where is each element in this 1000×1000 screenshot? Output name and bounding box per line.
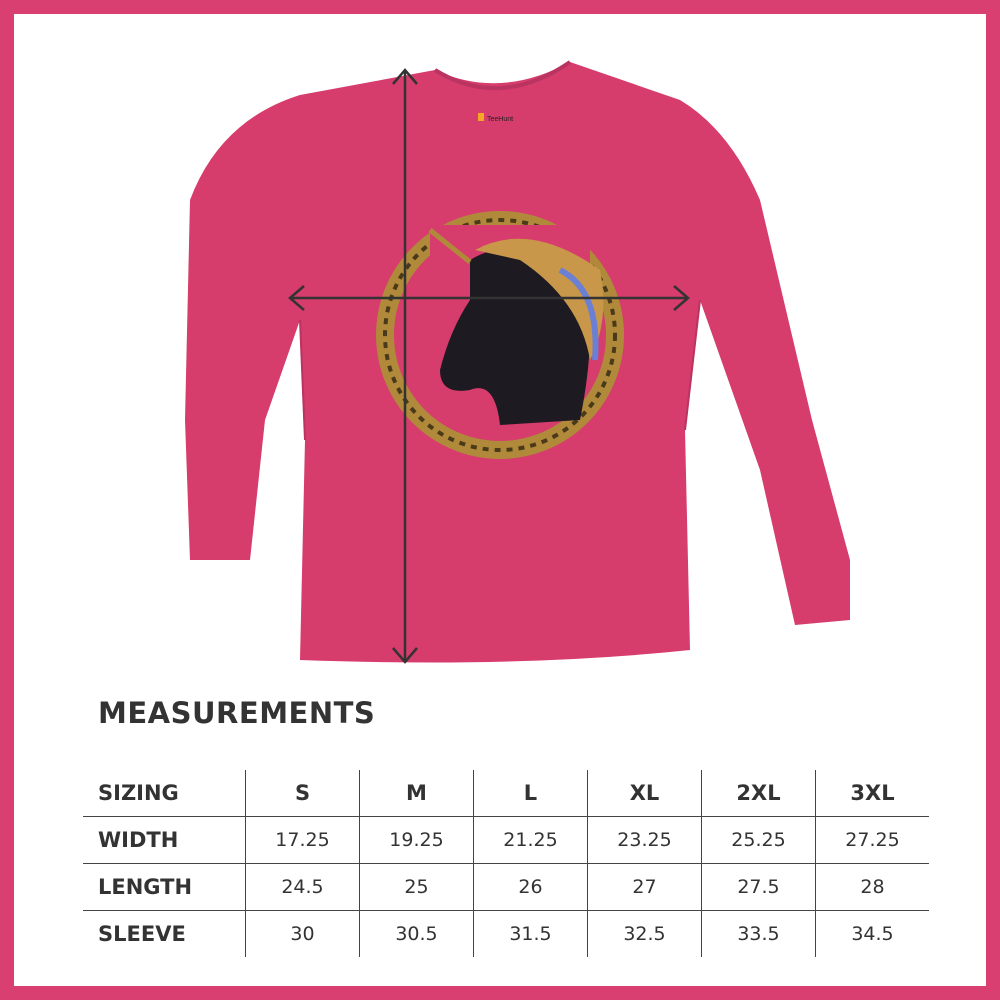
cell: 32.5	[587, 910, 702, 957]
cell: 25.25	[701, 816, 816, 864]
cell: 24.5	[245, 863, 360, 911]
brand-label: TeeHunt	[478, 113, 513, 123]
cell: 23.25	[587, 816, 702, 864]
header-cell: XL	[587, 770, 702, 817]
cell: 28	[815, 863, 929, 911]
header-cell: 2XL	[701, 770, 816, 817]
header-cell: L	[473, 770, 588, 817]
row-label: SLEEVE	[83, 910, 246, 957]
cell: 17.25	[245, 816, 360, 864]
header-cell: M	[359, 770, 474, 817]
measurement-arrows	[288, 68, 690, 664]
cell: 27	[587, 863, 702, 911]
cell: 26	[473, 863, 588, 911]
cell: 21.25	[473, 816, 588, 864]
measurements-title: MEASUREMENTS	[98, 696, 376, 730]
cell: 34.5	[815, 910, 929, 957]
table-row: LENGTH 24.5 25 26 27 27.5 28	[83, 863, 929, 911]
cell: 19.25	[359, 816, 474, 864]
header-cell: SIZING	[98, 781, 179, 805]
size-chart-table: SIZING S M L XL 2XL 3XL WIDTH 17.25 19.2…	[83, 770, 929, 957]
unicorn-graphic	[376, 211, 624, 459]
cell: 30.5	[359, 910, 474, 957]
header-cell: 3XL	[815, 770, 929, 817]
row-label: LENGTH	[83, 863, 246, 911]
cell: 27.5	[701, 863, 816, 911]
table-header-row: SIZING S M L XL 2XL 3XL	[83, 770, 929, 817]
cell: 33.5	[701, 910, 816, 957]
cell: 27.25	[815, 816, 929, 864]
header-cell: S	[245, 770, 360, 817]
shirt-image: TeeHunt	[185, 60, 850, 664]
cell: 31.5	[473, 910, 588, 957]
cell: 25	[359, 863, 474, 911]
table-row: WIDTH 17.25 19.25 21.25 23.25 25.25 27.2…	[83, 816, 929, 864]
table-row: SLEEVE 30 30.5 31.5 32.5 33.5 34.5	[83, 910, 929, 957]
svg-text:TeeHunt: TeeHunt	[487, 116, 513, 123]
cell: 30	[245, 910, 360, 957]
row-label: WIDTH	[83, 816, 246, 864]
